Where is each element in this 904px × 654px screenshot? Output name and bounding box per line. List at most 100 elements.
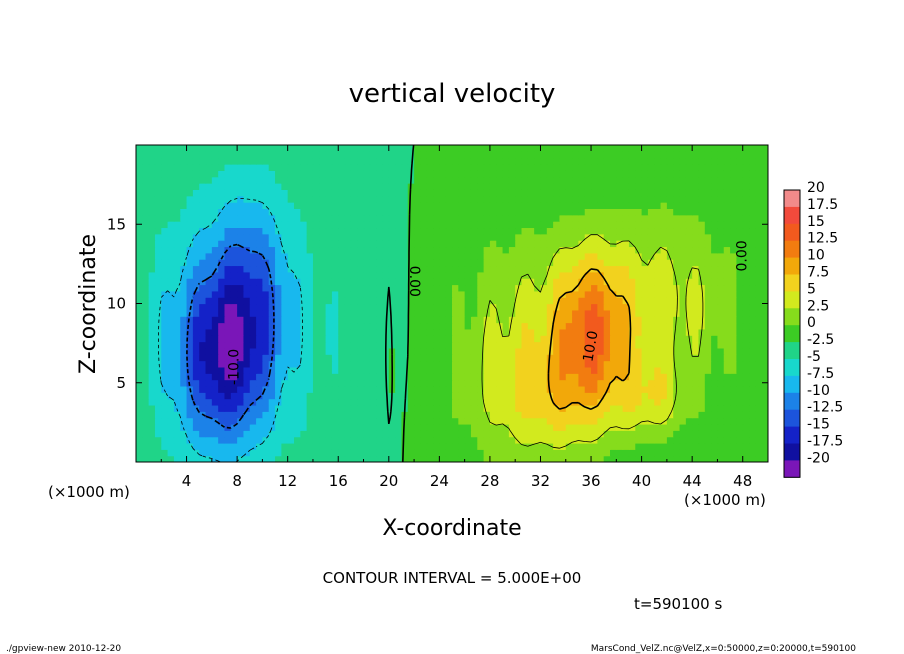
field-cell bbox=[350, 195, 358, 203]
field-cell bbox=[628, 303, 636, 311]
field-cell bbox=[546, 240, 554, 248]
field-cell bbox=[711, 398, 719, 406]
field-cell bbox=[698, 252, 706, 260]
field-cell bbox=[483, 227, 491, 235]
field-cell bbox=[628, 284, 636, 292]
field-cell bbox=[572, 316, 579, 324]
field-cell bbox=[679, 360, 687, 368]
field-cell bbox=[407, 379, 415, 387]
field-cell bbox=[521, 214, 529, 222]
field-cell bbox=[243, 366, 251, 374]
field-cell bbox=[281, 404, 289, 412]
field-cell bbox=[414, 240, 421, 248]
field-cell bbox=[445, 297, 453, 305]
field-cell bbox=[230, 271, 238, 279]
field-cell bbox=[654, 360, 662, 368]
field-cell bbox=[515, 411, 523, 419]
field-cell bbox=[414, 164, 421, 171]
field-cell bbox=[711, 233, 719, 241]
field-cell bbox=[673, 360, 681, 368]
field-cell bbox=[243, 284, 251, 292]
field-cell bbox=[546, 214, 554, 222]
field-cell bbox=[742, 176, 750, 184]
field-cell bbox=[287, 202, 295, 209]
field-cell bbox=[369, 442, 377, 450]
field-cell bbox=[249, 195, 257, 203]
field-cell bbox=[597, 157, 605, 165]
field-cell bbox=[578, 423, 586, 431]
field-cell bbox=[445, 335, 453, 343]
field-cell bbox=[553, 252, 561, 260]
field-cell bbox=[704, 373, 712, 381]
field-cell bbox=[224, 145, 232, 152]
field-cell bbox=[692, 284, 700, 292]
field-cell bbox=[622, 259, 630, 267]
field-cell bbox=[306, 170, 314, 178]
field-cell bbox=[489, 271, 497, 279]
field-cell bbox=[584, 309, 592, 317]
field-cell bbox=[426, 322, 434, 330]
field-cell bbox=[382, 297, 390, 305]
field-cell bbox=[508, 246, 516, 254]
field-cell bbox=[186, 373, 194, 381]
field-cell bbox=[376, 341, 384, 349]
field-cell bbox=[388, 208, 396, 216]
field-cell bbox=[527, 335, 535, 343]
field-cell bbox=[628, 195, 636, 203]
field-cell bbox=[363, 202, 371, 209]
field-cell bbox=[584, 208, 592, 216]
field-cell bbox=[249, 436, 257, 444]
field-cell bbox=[635, 176, 643, 184]
field-cell bbox=[755, 366, 763, 374]
field-cell bbox=[679, 309, 687, 317]
field-cell bbox=[294, 398, 301, 406]
field-cell bbox=[489, 442, 497, 450]
field-cell bbox=[218, 157, 226, 165]
field-cell bbox=[287, 404, 295, 412]
field-cell bbox=[660, 303, 668, 311]
field-cell bbox=[477, 442, 485, 450]
field-cell bbox=[597, 208, 605, 216]
field-cell bbox=[553, 335, 561, 343]
field-cell bbox=[420, 233, 428, 241]
field-cell bbox=[230, 455, 238, 462]
field-cell bbox=[363, 297, 371, 305]
field-cell bbox=[559, 151, 567, 159]
field-cell bbox=[540, 322, 548, 330]
field-cell bbox=[527, 145, 535, 152]
field-cell bbox=[553, 309, 561, 317]
field-cell bbox=[597, 354, 605, 362]
field-cell bbox=[635, 214, 643, 222]
field-cell bbox=[597, 455, 605, 462]
field-cell bbox=[186, 176, 194, 184]
field-cell bbox=[673, 208, 681, 216]
field-cell bbox=[287, 335, 295, 343]
field-cell bbox=[312, 259, 320, 267]
field-cell bbox=[306, 227, 314, 235]
field-cell bbox=[237, 145, 245, 152]
field-cell bbox=[426, 176, 434, 184]
field-cell bbox=[224, 252, 232, 260]
field-cell bbox=[161, 183, 169, 190]
field-cell bbox=[218, 354, 226, 362]
field-cell bbox=[452, 271, 459, 279]
field-cell bbox=[357, 309, 365, 317]
field-cell bbox=[660, 449, 668, 457]
field-cell bbox=[287, 227, 295, 235]
field-cell bbox=[635, 455, 643, 462]
field-cell bbox=[262, 297, 270, 305]
field-cell bbox=[350, 183, 358, 190]
field-cell bbox=[565, 411, 573, 419]
field-cell bbox=[761, 354, 768, 362]
field-cell bbox=[331, 246, 339, 254]
field-cell bbox=[319, 265, 327, 273]
field-cell bbox=[199, 183, 207, 190]
field-cell bbox=[344, 221, 352, 229]
field-cell bbox=[761, 366, 768, 374]
field-cell bbox=[262, 392, 270, 400]
field-cell bbox=[256, 335, 263, 343]
field-cell bbox=[363, 233, 371, 241]
field-cell bbox=[673, 195, 681, 203]
field-cell bbox=[224, 151, 232, 159]
field-cell bbox=[489, 335, 497, 343]
